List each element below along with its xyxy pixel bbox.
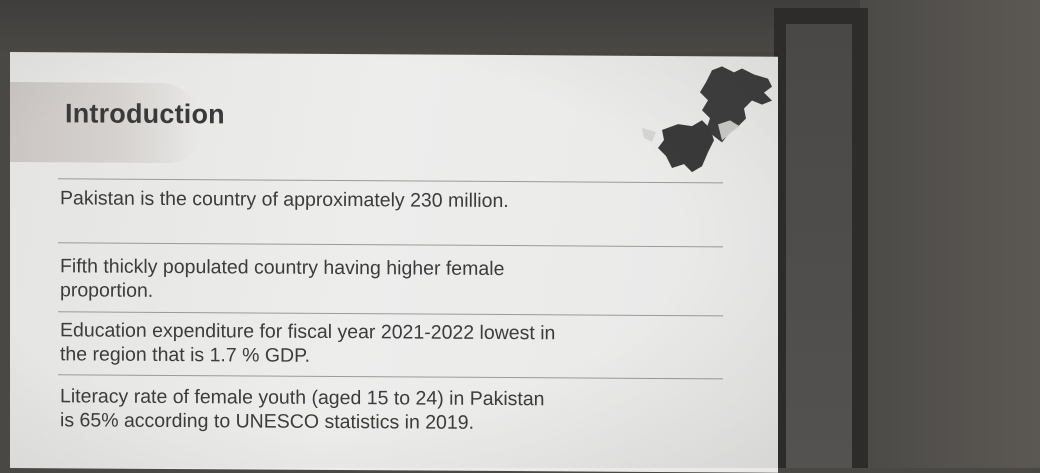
divider-3 xyxy=(58,311,723,317)
bullet-item: Education expenditure for fiscal year 20… xyxy=(60,318,720,370)
bullet-text-line: Fifth thickly populated country having h… xyxy=(60,255,505,281)
bullet-text-line: is 65% according to UNESCO statistics in… xyxy=(60,409,475,434)
bullet-item: Literacy rate of female youth (aged 15 t… xyxy=(60,384,720,436)
bullet-text-line: proportion. xyxy=(60,279,154,302)
bullet-text-line: Pakistan is the country of approximately… xyxy=(60,187,509,213)
bullet-item: Pakistan is the country of approximately… xyxy=(60,186,720,214)
divider-4 xyxy=(58,374,723,380)
pakistan-map-icon xyxy=(642,66,772,173)
door-panel xyxy=(786,24,852,468)
divider-2 xyxy=(58,242,723,248)
projected-slide: Introduction Pakistan is the country of … xyxy=(10,52,778,473)
bullet-text-line: the region that is 1.7 % GDP. xyxy=(60,343,311,367)
wall-right xyxy=(860,0,1040,468)
bullet-item: Fifth thickly populated country having h… xyxy=(60,254,720,306)
slide-title: Introduction xyxy=(65,98,225,130)
